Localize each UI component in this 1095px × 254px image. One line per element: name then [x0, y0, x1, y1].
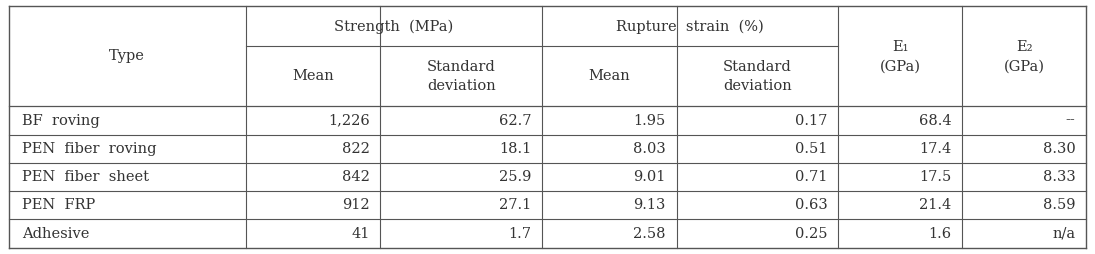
Text: 822: 822	[342, 142, 369, 156]
Text: Type: Type	[110, 50, 146, 64]
Text: 18.1: 18.1	[499, 142, 531, 156]
Text: Standard
deviation: Standard deviation	[723, 60, 792, 93]
Text: Standard
deviation: Standard deviation	[427, 60, 496, 93]
Text: Rupture  strain  (%): Rupture strain (%)	[616, 19, 764, 34]
Text: 62.7: 62.7	[498, 114, 531, 128]
Text: 25.9: 25.9	[499, 170, 531, 184]
Text: 8.03: 8.03	[633, 142, 666, 156]
Text: 21.4: 21.4	[919, 198, 952, 212]
Text: 27.1: 27.1	[499, 198, 531, 212]
Text: 0.63: 0.63	[795, 198, 828, 212]
Text: 9.01: 9.01	[634, 170, 666, 184]
Text: Adhesive: Adhesive	[22, 227, 90, 241]
Text: 8.59: 8.59	[1042, 198, 1075, 212]
Text: 17.4: 17.4	[919, 142, 952, 156]
Text: 8.30: 8.30	[1042, 142, 1075, 156]
Text: BF  roving: BF roving	[22, 114, 100, 128]
Text: 68.4: 68.4	[919, 114, 952, 128]
Text: 0.71: 0.71	[795, 170, 828, 184]
Text: 41: 41	[351, 227, 369, 241]
Text: 0.51: 0.51	[795, 142, 828, 156]
Text: 0.17: 0.17	[795, 114, 828, 128]
Text: E₁
(GPa): E₁ (GPa)	[880, 40, 921, 73]
Text: 0.25: 0.25	[795, 227, 828, 241]
Text: E₂
(GPa): E₂ (GPa)	[1004, 40, 1045, 73]
Text: 17.5: 17.5	[919, 170, 952, 184]
Text: 8.33: 8.33	[1042, 170, 1075, 184]
Text: 2.58: 2.58	[633, 227, 666, 241]
Text: 1.95: 1.95	[634, 114, 666, 128]
Text: --: --	[1065, 114, 1075, 128]
Text: 1,226: 1,226	[327, 114, 369, 128]
Text: Strength  (MPa): Strength (MPa)	[334, 19, 453, 34]
Text: Mean: Mean	[589, 69, 631, 84]
Text: PEN  fiber  roving: PEN fiber roving	[22, 142, 157, 156]
Text: 912: 912	[342, 198, 369, 212]
Text: Mean: Mean	[292, 69, 334, 84]
Text: 1.6: 1.6	[929, 227, 952, 241]
Text: 842: 842	[342, 170, 369, 184]
Text: 1.7: 1.7	[508, 227, 531, 241]
Text: PEN  fiber  sheet: PEN fiber sheet	[22, 170, 149, 184]
Text: n/a: n/a	[1052, 227, 1075, 241]
Text: PEN  FRP: PEN FRP	[22, 198, 95, 212]
Text: 9.13: 9.13	[634, 198, 666, 212]
